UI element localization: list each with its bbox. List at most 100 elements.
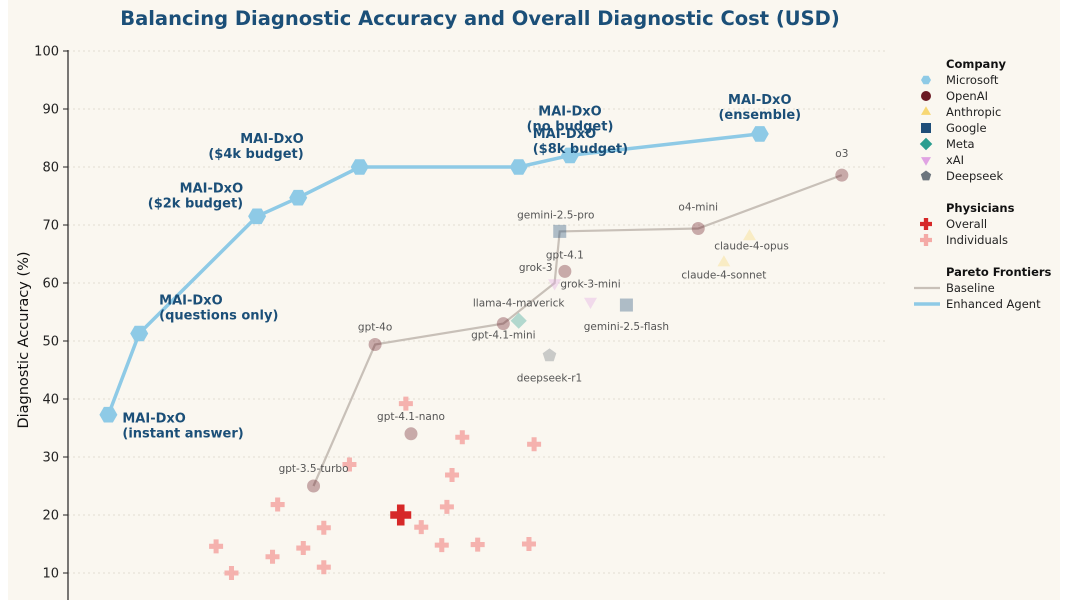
mai-dxo-label: MAI-DxO [180, 181, 243, 196]
mai-dxo-label-sub: ($4k budget) [208, 147, 303, 162]
model-label: grok-3 [519, 262, 553, 274]
model-point-gpt-3.5-turbo [307, 479, 321, 493]
model-label: claude-4-opus [714, 241, 789, 253]
physician-individual-point [434, 538, 449, 553]
model-point-claude-4-opus [743, 229, 756, 241]
physician-individual-point [316, 520, 331, 535]
legend-item-meta: Meta [946, 137, 975, 151]
legend-item-xai: xAI [946, 153, 964, 167]
grid-lines [68, 50, 888, 574]
y-tick-label: 100 [34, 45, 59, 60]
model-label: claude-4-sonnet [681, 270, 766, 282]
mai-dxo-label: MAI-DxO [159, 293, 222, 308]
y-tick-label: 70 [42, 219, 59, 234]
point-labels: gpt-3.5-turbo gpt-4o gpt-4.1-nano gpt-4.1-m… [122, 93, 848, 475]
model-point-gemini-2.5-flash [619, 298, 633, 312]
legend-marker-individual [920, 234, 932, 246]
legend-marker-anthropic [921, 106, 931, 115]
mai-dxo-point [750, 126, 769, 142]
model-label: o4-mini [678, 201, 718, 213]
mai-dxo-point [561, 147, 579, 164]
model-point-o3 [835, 168, 849, 182]
legend-marker-deepseek [920, 170, 932, 181]
model-point-gpt-4.1-nano [404, 427, 418, 441]
physician-individual-point [342, 457, 357, 472]
model-label: grok-3-mini [560, 279, 620, 291]
legend-marker-meta [919, 137, 933, 151]
model-label: deepseek-r1 [517, 373, 583, 385]
y-axis: 10 20 30 40 50 60 70 80 90 100 [34, 45, 69, 600]
physician-individual-point [521, 537, 536, 551]
model-label: gemini-2.5-flash [584, 321, 669, 333]
y-tick-label: 20 [42, 509, 59, 524]
enhanced-agent-frontier-line [106, 132, 760, 416]
mai-dxo-point [99, 406, 118, 423]
model-label: gpt-3.5-turbo [279, 463, 349, 475]
legend-item-baseline: Baseline [946, 281, 995, 295]
mai-dxo-label-sub: ($2k budget) [148, 196, 243, 211]
mai-dxo-label: MAI-DxO [240, 132, 303, 147]
mai-dxo-point [289, 189, 308, 206]
model-label: gpt-4.1-nano [377, 411, 445, 423]
mai-dxo-point [350, 159, 369, 175]
y-tick-label: 10 [42, 567, 59, 582]
legend-marker-openai [921, 91, 931, 101]
legend-item-microsoft: Microsoft [946, 73, 999, 87]
model-point-grok-3-mini [584, 297, 597, 309]
physician-individual-point [527, 437, 542, 452]
physician-individual-point [414, 520, 429, 535]
physician-individual-point [455, 430, 470, 445]
model-label: o3 [835, 148, 848, 160]
mai-dxo-point [248, 208, 267, 225]
physician-individual-point [316, 560, 331, 575]
legend: Company Microsoft OpenAI Anthropic Google Met… [914, 57, 1052, 311]
physician-individual-point [209, 539, 224, 554]
physician-individual-point [296, 541, 311, 556]
physician-individual-point [445, 467, 460, 482]
mai-dxo-label-sub: ($8k budget) [533, 142, 628, 157]
y-tick-label: 30 [42, 451, 59, 466]
model-label: gpt-4o [358, 321, 392, 333]
legend-item-individual: Individuals [946, 233, 1008, 247]
baseline-frontier-line [312, 174, 843, 487]
model-label: gpt-4.1 [546, 249, 584, 261]
legend-item-enhanced: Enhanced Agent [946, 297, 1041, 311]
data-points [99, 126, 849, 580]
mai-dxo-label: MAI-DxO [122, 412, 185, 427]
mai-dxo-label-sub: (questions only) [159, 308, 278, 323]
mai-dxo-point [509, 159, 528, 175]
legend-physicians-title: Physicians [946, 201, 1015, 215]
model-point-gpt-4o [368, 337, 382, 351]
model-label: llama-4-maverick [473, 298, 566, 310]
legend-item-anthropic: Anthropic [946, 105, 1001, 119]
legend-frontiers-title: Pareto Frontiers [946, 265, 1052, 279]
physician-individual-point [439, 499, 454, 514]
mai-dxo-label-sub: (ensemble) [718, 108, 801, 123]
model-label: gpt-4.1-mini [471, 330, 535, 342]
model-label: gemini-2.5-pro [517, 209, 594, 221]
y-axis-label: Diagnostic Accuracy (%) [16, 251, 32, 428]
legend-marker-physician [920, 218, 932, 230]
legend-item-physician: Overall [946, 217, 987, 231]
mai-dxo-label: MAI-DxO [533, 127, 596, 142]
model-point-claude-4-sonnet [717, 255, 731, 267]
legend-company-title: Company [946, 57, 1007, 71]
model-point-llama-4-maverick [510, 312, 527, 329]
mai-dxo-label-sub: (instant answer) [122, 427, 243, 442]
y-tick-label: 60 [42, 277, 59, 292]
model-point-gemini-2.5-pro [553, 224, 567, 238]
physician-overall-point [390, 504, 412, 526]
y-tick-label: 40 [42, 393, 59, 408]
legend-marker-google [921, 123, 931, 133]
mai-dxo-point [130, 325, 149, 342]
model-point-gpt-4.1 [558, 264, 572, 278]
legend-marker-microsoft [921, 75, 931, 85]
physician-individual-point [265, 549, 280, 564]
y-tick-label: 80 [42, 161, 59, 176]
physician-individual-point [224, 566, 239, 580]
mai-dxo-label: MAI-DxO [538, 104, 601, 119]
model-point-o4-mini [691, 221, 705, 235]
legend-item-google: Google [946, 121, 987, 135]
mai-dxo-label: MAI-DxO [728, 93, 791, 108]
